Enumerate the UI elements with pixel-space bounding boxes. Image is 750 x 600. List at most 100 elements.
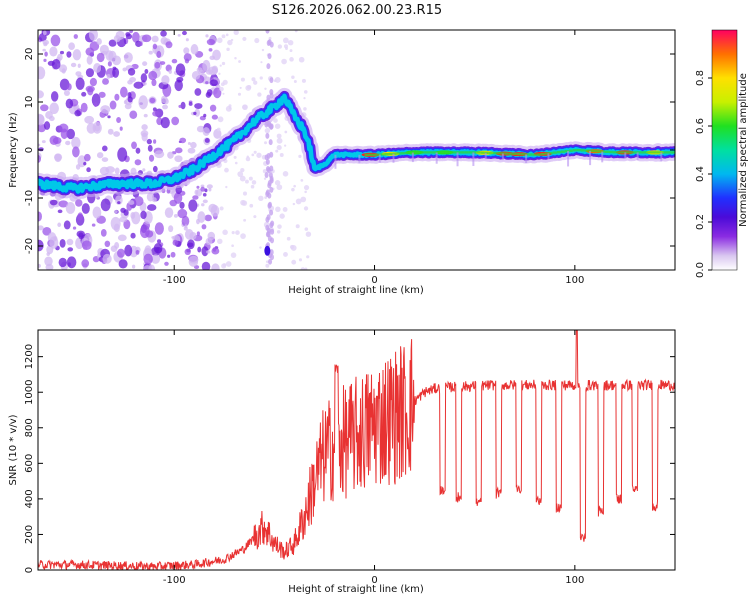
noise-blob: [44, 51, 48, 57]
noise-blob: [92, 206, 102, 219]
streak-blob: [270, 228, 275, 235]
noise-blob: [120, 86, 128, 98]
noise-blob: [209, 79, 218, 87]
ridge-core: [380, 153, 385, 156]
noise-blob: [75, 71, 82, 77]
ridge-spike: [484, 152, 487, 160]
ridge-core: [656, 151, 661, 154]
y-tick-label: 0: [24, 567, 35, 573]
noise-blob: [300, 179, 304, 182]
noise-blob: [128, 200, 135, 205]
noise-blob: [38, 66, 46, 80]
noise-blob: [148, 50, 153, 55]
noise-blob: [38, 225, 44, 231]
ridge-core: [564, 150, 569, 153]
noise-blob: [152, 43, 158, 50]
noise-blob: [83, 161, 87, 166]
noise-blob: [300, 267, 306, 270]
noise-blob: [233, 155, 237, 159]
ridge-core: [492, 151, 497, 155]
noise-blob: [133, 196, 144, 207]
noise-blob: [91, 223, 96, 227]
noise-blob: [284, 144, 287, 147]
noise-blob: [59, 50, 65, 55]
noise-blob: [205, 69, 213, 75]
noise-blob: [92, 121, 102, 134]
noise-blob: [119, 216, 128, 223]
noise-blob: [265, 260, 269, 264]
noise-blob: [172, 239, 179, 246]
colorbar-label: Normalized spectral amplitude: [738, 73, 749, 227]
noise-blob: [202, 59, 211, 72]
noise-blob: [43, 58, 47, 63]
noise-blob: [190, 141, 197, 149]
noise-blob: [168, 69, 172, 74]
ridge-core: [544, 152, 549, 155]
noise-blob: [84, 115, 95, 124]
noise-blob: [208, 203, 218, 213]
noise-blob: [51, 58, 61, 70]
ridge-core: [536, 153, 541, 156]
snr-panel: -100 0 100 0 200 400 600 800 1000 1200 Height of…: [8, 329, 676, 595]
noise-blob: [143, 113, 148, 118]
noise-blob: [75, 164, 81, 170]
noise-blob: [85, 68, 94, 78]
ridge-core: [404, 151, 409, 155]
noise-blob: [228, 104, 232, 108]
ridge-spike: [501, 153, 504, 161]
ridge-core: [480, 151, 485, 154]
noise-blob: [264, 196, 268, 199]
noise-blob: [141, 34, 152, 43]
noise-blob: [151, 35, 159, 43]
noise-blob: [179, 201, 185, 209]
noise-blob: [107, 128, 114, 135]
noise-blob: [110, 216, 121, 231]
ridge-spike: [636, 152, 639, 160]
noise-blob: [42, 48, 46, 52]
noise-blob: [152, 110, 160, 117]
noise-blob: [273, 79, 277, 83]
noise-blob: [225, 185, 228, 189]
noise-blob: [67, 247, 74, 252]
noise-blob: [180, 101, 186, 110]
ridge-spike: [624, 152, 627, 159]
noise-blob: [100, 198, 111, 212]
noise-blob: [212, 247, 217, 252]
noise-blob: [202, 199, 208, 204]
noise-blob: [148, 154, 155, 162]
noise-blob: [187, 147, 196, 154]
noise-blob: [86, 55, 93, 65]
ridge-spike: [456, 152, 459, 167]
ridge-core: [364, 153, 369, 156]
ridge-core: [460, 151, 465, 154]
noise-blob: [185, 38, 189, 42]
ridge-core: [416, 151, 421, 154]
noise-blob: [152, 165, 158, 173]
ridge-core: [568, 149, 573, 152]
noise-blob: [235, 230, 240, 235]
noise-blob: [293, 184, 296, 188]
ridge-core: [540, 152, 545, 156]
noise-blob: [66, 51, 72, 58]
noise-blob: [81, 259, 90, 268]
noise-blob: [202, 127, 210, 136]
ridge-core: [664, 151, 669, 154]
noise-blob: [222, 229, 228, 236]
noise-blob: [291, 259, 297, 265]
noise-blob: [205, 34, 209, 38]
noise-blob: [218, 72, 221, 76]
ridge-spike: [567, 150, 570, 167]
noise-blob: [149, 97, 156, 104]
noise-blob: [71, 136, 81, 149]
noise-blob: [42, 226, 52, 236]
noise-blob: [139, 41, 143, 47]
ridge-core: [528, 153, 533, 156]
noise-blob: [168, 225, 174, 233]
noise-blob: [114, 241, 120, 249]
noise-blob: [283, 251, 288, 257]
noise-blob: [102, 145, 108, 152]
ridge-core: [444, 151, 449, 154]
noise-blob: [78, 232, 84, 240]
noise-blob: [49, 236, 59, 249]
noise-blob: [124, 244, 133, 257]
